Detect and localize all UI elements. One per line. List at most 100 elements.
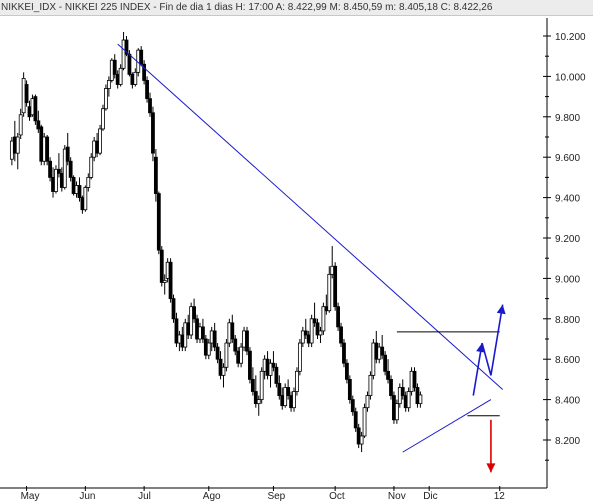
candle bbox=[394, 399, 399, 424]
candle bbox=[221, 363, 226, 388]
x-axis: May Jun Jul Ago Sep Oct Nov Dic 12 bbox=[0, 486, 547, 502]
candle bbox=[15, 132, 20, 170]
candle-body-up bbox=[309, 318, 314, 344]
candle bbox=[148, 92, 152, 117]
candle bbox=[151, 106, 155, 162]
candle bbox=[321, 302, 326, 335]
candle-body-up bbox=[106, 80, 111, 89]
candle-body-down bbox=[168, 261, 173, 299]
candle-body-down bbox=[342, 342, 346, 364]
candle bbox=[171, 294, 176, 323]
candle bbox=[62, 145, 67, 190]
candle-body-up bbox=[224, 342, 229, 368]
candle-body-up bbox=[18, 114, 23, 136]
candle-body-up bbox=[221, 366, 226, 376]
candle-body-down bbox=[145, 80, 149, 100]
candle bbox=[201, 318, 205, 344]
candle-body-down bbox=[347, 378, 352, 400]
candle bbox=[277, 375, 282, 400]
candle bbox=[48, 157, 52, 182]
x-tick-label: 12 bbox=[494, 491, 506, 502]
candle bbox=[57, 153, 61, 178]
candle bbox=[250, 367, 255, 396]
candle-body-down bbox=[159, 249, 164, 283]
y-tick-label: 10.000 bbox=[555, 72, 586, 83]
candle-body-down bbox=[286, 387, 291, 396]
candle-body-up bbox=[295, 370, 299, 392]
candle-body-down bbox=[250, 378, 255, 392]
candle bbox=[380, 334, 385, 360]
candle bbox=[412, 367, 417, 392]
candle-body-down bbox=[253, 391, 258, 405]
candle-body-up bbox=[162, 280, 167, 283]
candle bbox=[386, 359, 390, 384]
arrow-bull-target-1 bbox=[472, 342, 486, 396]
candle-body-up bbox=[62, 148, 67, 188]
candle-body-down bbox=[148, 98, 152, 114]
candle-body-up bbox=[54, 168, 58, 192]
candle bbox=[339, 322, 343, 348]
candle-body-down bbox=[65, 146, 70, 162]
candle-body-down bbox=[153, 156, 158, 194]
candle-body-down bbox=[171, 298, 176, 320]
candle bbox=[212, 322, 217, 352]
candle bbox=[224, 339, 229, 372]
candle-body-up bbox=[297, 342, 302, 372]
candle bbox=[312, 302, 317, 327]
candle-body-down bbox=[315, 322, 320, 336]
candle bbox=[259, 367, 264, 404]
candle bbox=[383, 351, 388, 376]
x-tick-label: Nov bbox=[388, 491, 406, 502]
candle bbox=[101, 104, 105, 131]
candle bbox=[233, 334, 238, 356]
candle-body-down bbox=[36, 120, 41, 130]
candle-body-down bbox=[245, 330, 249, 352]
candle bbox=[303, 318, 308, 339]
candle bbox=[230, 314, 235, 344]
candle-body-up bbox=[256, 399, 261, 405]
candle-body-down bbox=[389, 378, 393, 396]
candle-body-down bbox=[142, 63, 147, 81]
candle bbox=[315, 318, 320, 339]
candle bbox=[359, 431, 364, 453]
candle bbox=[77, 177, 82, 202]
candle-body-up bbox=[86, 176, 91, 188]
candle bbox=[153, 149, 158, 202]
arrow-shaft bbox=[481, 304, 504, 376]
candle-body-down bbox=[386, 370, 390, 380]
candle bbox=[83, 185, 88, 212]
candle-body-down bbox=[230, 322, 235, 340]
candle bbox=[239, 343, 244, 368]
chart-header: NIKKEI_IDX - NIKKEI 225 INDEX - Fin de d… bbox=[0, 0, 593, 16]
candle bbox=[139, 46, 144, 67]
candle bbox=[18, 108, 23, 140]
candle bbox=[300, 326, 305, 348]
arrow-head bbox=[486, 463, 496, 473]
candle-body-down bbox=[383, 354, 388, 372]
candles-layer bbox=[9, 31, 423, 453]
candle-body-up bbox=[368, 374, 373, 396]
candle bbox=[89, 153, 94, 180]
candle bbox=[104, 84, 108, 111]
candle bbox=[400, 379, 405, 400]
candle-body-down bbox=[312, 318, 317, 324]
candle bbox=[245, 326, 249, 356]
candle bbox=[156, 191, 161, 255]
candle-body-down bbox=[215, 346, 220, 360]
candle bbox=[133, 68, 138, 87]
candle-body-down bbox=[33, 96, 38, 122]
candle-body-down bbox=[353, 411, 358, 429]
candle-body-up bbox=[359, 435, 364, 445]
candle-body-down bbox=[192, 306, 196, 320]
candle bbox=[350, 395, 355, 416]
candle bbox=[283, 383, 288, 408]
candle-body-up bbox=[283, 387, 288, 407]
x-tick-label: Ago bbox=[203, 491, 221, 502]
candle-body-down bbox=[248, 350, 252, 380]
candle-body-up bbox=[394, 403, 399, 421]
y-tick-label: 8.400 bbox=[555, 396, 580, 407]
candle bbox=[406, 387, 411, 412]
candle-body-down bbox=[336, 306, 340, 328]
